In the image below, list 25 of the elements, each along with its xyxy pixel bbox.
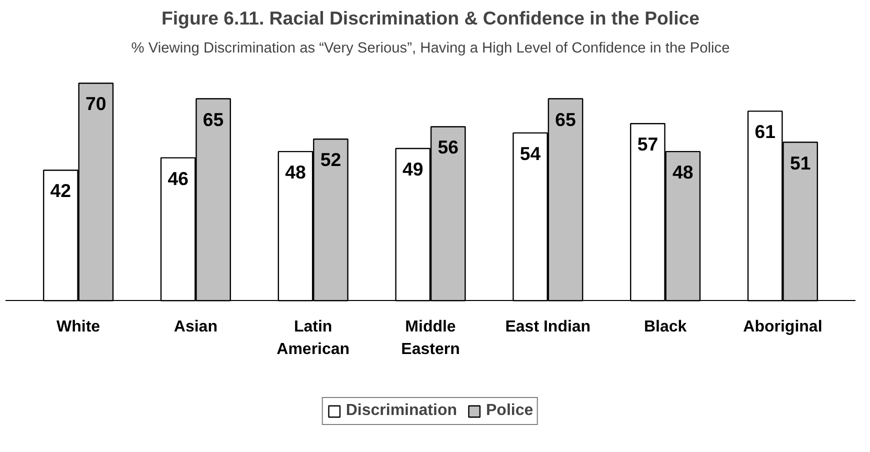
legend-label: Discrimination [346, 402, 457, 420]
x-tick-label: Black [644, 318, 687, 336]
legend-label: Police [486, 402, 534, 420]
data-label: 65 [202, 108, 224, 130]
data-label: 51 [790, 152, 811, 174]
data-label: 61 [754, 121, 776, 142]
chart-title: Figure 6.11. Racial Discrimination & Confidence in the Police [161, 8, 700, 28]
data-label: 70 [86, 93, 106, 114]
chart-subtitle: % Viewing Discrimination as “Very Serious”, Having a High Level of Confidence in the Police [131, 40, 730, 56]
x-tick-label: Latin American [276, 318, 350, 358]
data-label: 46 [168, 168, 188, 189]
data-label: 56 [438, 136, 458, 158]
data-label: 54 [520, 142, 542, 164]
x-tick-label: East Indian [505, 318, 591, 336]
x-tick-label: Middle Eastern [401, 318, 460, 358]
data-label: 57 [637, 134, 658, 155]
data-label: 49 [402, 158, 424, 180]
x-tick-label: Asian [174, 318, 218, 336]
data-label: 65 [555, 108, 576, 130]
x-tick-label: Aboriginal [743, 318, 822, 336]
data-label: 48 [285, 162, 306, 183]
data-label: 48 [672, 162, 694, 183]
data-label: 52 [320, 149, 342, 170]
x-tick-label: White [56, 318, 100, 336]
data-label: 42 [50, 180, 72, 202]
